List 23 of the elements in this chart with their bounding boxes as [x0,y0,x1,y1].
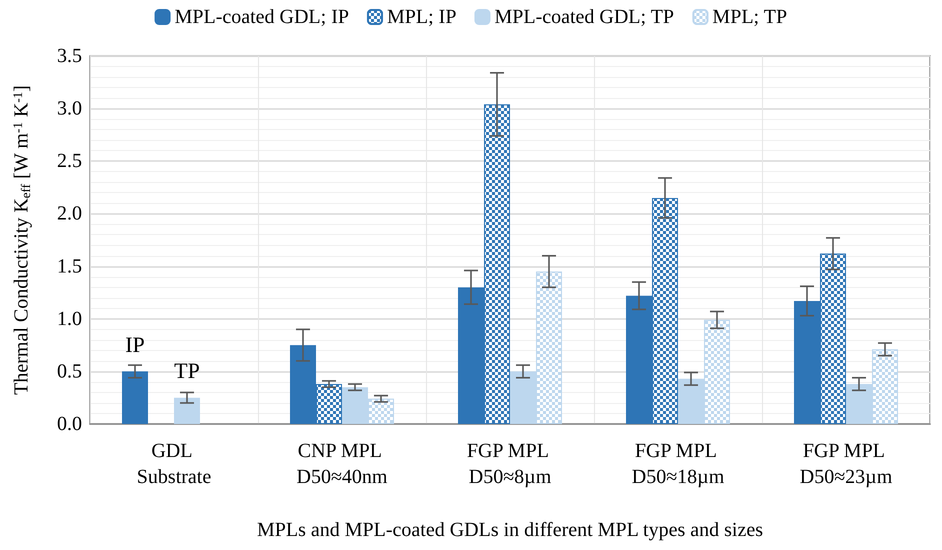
x-tick-label: CNP MPL D50≈40nm [296,440,388,488]
x-tick-label: FGP MPL D50≈8µm [466,440,554,488]
legend-label: MPL-coated GDL; TP [494,6,674,28]
y-tick-label: 2.0 [57,202,82,225]
y-tick-label: 0.0 [57,413,82,435]
y-tick-label: 2.5 [57,150,82,172]
y-tick-label: 3.0 [57,98,82,120]
y-tick-label: 3.5 [57,45,82,67]
y-tick-label: 1.0 [57,308,82,330]
bar [122,371,148,424]
x-axis-title: MPLs and MPL-coated GDLs in different MPL types and sizes [256,519,764,541]
x-tick-label: FGP MPL D50≈18µm [632,440,725,488]
x-tick-label: FGP MPL D50≈23µm [800,440,893,488]
x-tick-label: GDL Substrate [136,440,212,488]
data-label: IP [125,332,145,357]
y-tick-label: 1.5 [57,255,82,278]
legend-label: MPL-coated GDL; IP [174,6,349,28]
bar [174,398,200,424]
legend-label: MPL; TP [712,6,788,28]
data-label: TP [174,358,200,384]
y-axis-title: Thermal Conductivity Keff [W m-1 K-1] [10,85,33,395]
y-tick-label: 0.5 [57,360,82,382]
legend-label: MPL; IP [386,6,456,28]
